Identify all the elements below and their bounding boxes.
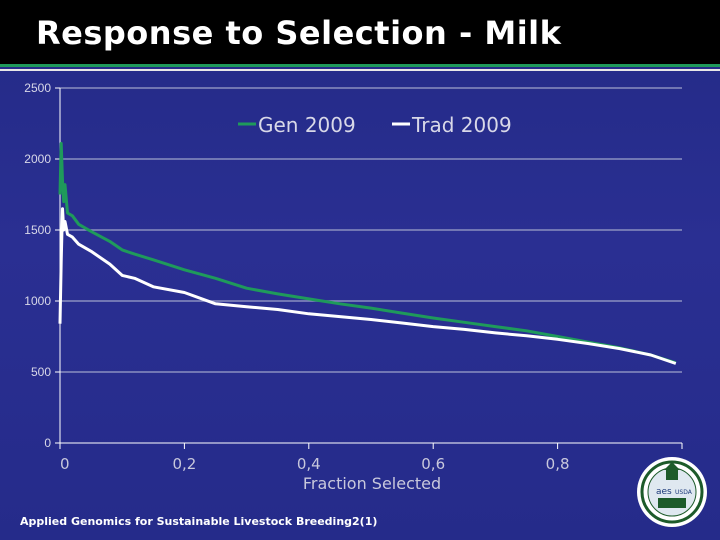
series-line-trad-2009 xyxy=(58,207,677,365)
y-tick-label: 1000 xyxy=(24,294,51,308)
slide-title: Response to Selection - Milk xyxy=(36,14,562,52)
y-tick-label: 2500 xyxy=(24,81,51,95)
y-tick-label: 500 xyxy=(31,365,51,379)
logo-text-usda: USDA xyxy=(675,489,693,496)
logo-text-aes: aes xyxy=(656,487,672,497)
series-line-gen-2009 xyxy=(58,141,677,365)
title-divider-green xyxy=(0,64,720,67)
footer-page-number: 2(1) xyxy=(352,515,378,528)
x-tick-label: 0,8 xyxy=(546,455,570,473)
title-divider-white xyxy=(0,69,720,71)
legend-label-trad-2009: Trad 2009 xyxy=(411,113,512,137)
y-tick-label: 0 xyxy=(44,436,51,450)
x-axis-label: Fraction Selected xyxy=(303,474,441,493)
y-tick-label: 1500 xyxy=(24,223,51,237)
x-tick-label: 0 xyxy=(60,455,70,473)
y-tick-label: 2000 xyxy=(24,152,51,166)
x-tick-label: 0,2 xyxy=(172,455,196,473)
title-bar xyxy=(0,0,720,64)
footer-text: Applied Genomics for Sustainable Livesto… xyxy=(20,515,353,528)
x-tick-label: 0,6 xyxy=(421,455,445,473)
x-tick-label: 0,4 xyxy=(297,455,321,473)
slide-footer: Applied Genomics for Sustainable Livesto… xyxy=(20,515,377,528)
university-seal-icon: aes USDA xyxy=(637,457,707,527)
legend-label-gen-2009: Gen 2009 xyxy=(258,113,356,137)
